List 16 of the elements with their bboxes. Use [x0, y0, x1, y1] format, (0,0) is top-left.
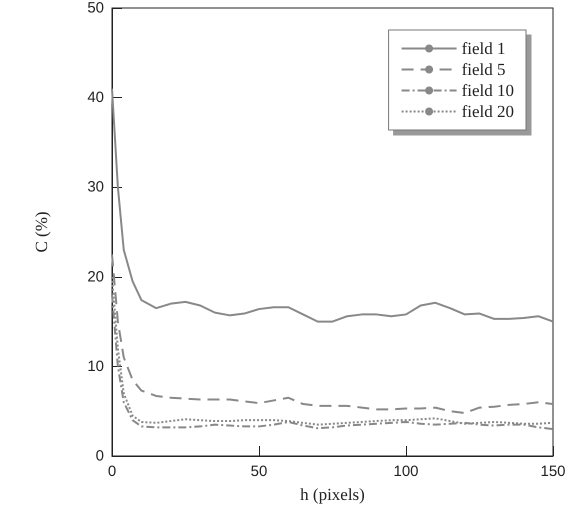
x-tick-label: 0	[108, 463, 116, 480]
y-tick-label: 10	[87, 358, 104, 375]
legend-label: field 1	[462, 39, 506, 58]
y-tick-label: 30	[87, 178, 104, 196]
x-tick-label: 50	[250, 463, 268, 480]
x-axis-title: h (pixels)	[300, 485, 365, 504]
y-tick-label: 0	[96, 448, 104, 464]
y-axis-title: C (%)	[32, 211, 51, 253]
x-tick-label: 100	[393, 463, 419, 480]
x-tick-label: 150	[540, 463, 566, 480]
y-tick-label: 20	[87, 268, 104, 286]
y-tick-label: 40	[87, 89, 104, 106]
legend-label: field 20	[462, 102, 514, 121]
y-tick-label: 50	[87, 0, 104, 16]
legend-label: field 10	[462, 81, 514, 100]
legend-label: field 5	[462, 60, 506, 79]
